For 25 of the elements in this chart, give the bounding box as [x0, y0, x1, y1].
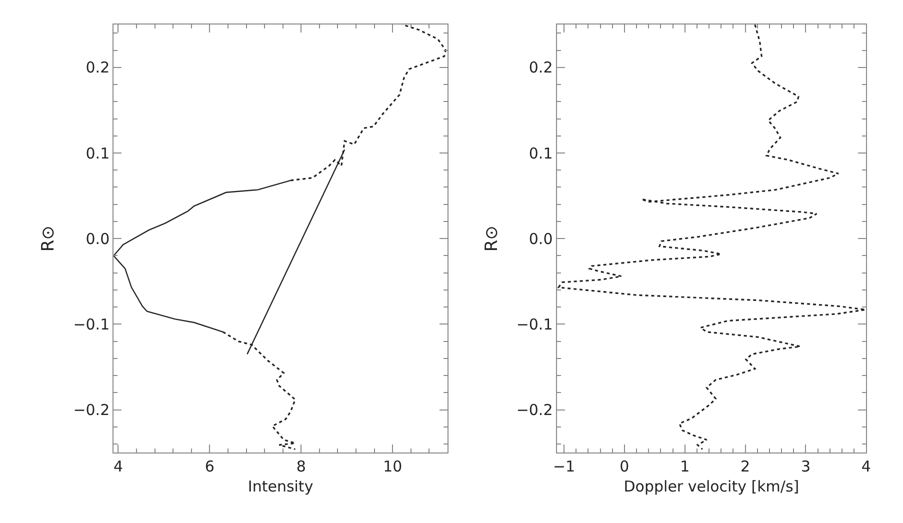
line-series [558, 24, 866, 450]
y-axis-title: R⊙ [38, 226, 59, 252]
x-tick-label: 3 [800, 458, 810, 476]
x-tick-label: 4 [861, 458, 871, 476]
x-tick-label: 6 [204, 458, 214, 476]
x-tick-label: 4 [113, 458, 123, 476]
y-tick-label: 0.0 [528, 230, 553, 248]
x-axis-title: Doppler velocity [km/s] [624, 478, 800, 496]
y-tick-label: −0.2 [73, 401, 110, 420]
y-tick-label: 0.1 [86, 144, 110, 162]
y-tick-label: 0.0 [86, 230, 110, 248]
x-tick-label: 8 [296, 458, 306, 476]
x-axis-title: Intensity [248, 478, 314, 496]
y-tick-label: 0.1 [528, 144, 553, 162]
y-tick-label: −0.1 [516, 315, 553, 334]
x-tick-label: 0 [620, 458, 630, 476]
x-tick-label: −1 [552, 458, 576, 476]
y-tick-label: −0.2 [516, 401, 553, 420]
y-tick-label: −0.1 [73, 315, 110, 334]
y-axis-title: R⊙ [482, 226, 502, 252]
x-tick-label: 1 [680, 458, 690, 476]
x-tick-label: 10 [383, 458, 402, 476]
y-tick-label: 0.2 [86, 58, 110, 77]
y-tick-label: 0.2 [528, 58, 553, 77]
x-tick-label: 2 [740, 458, 750, 476]
